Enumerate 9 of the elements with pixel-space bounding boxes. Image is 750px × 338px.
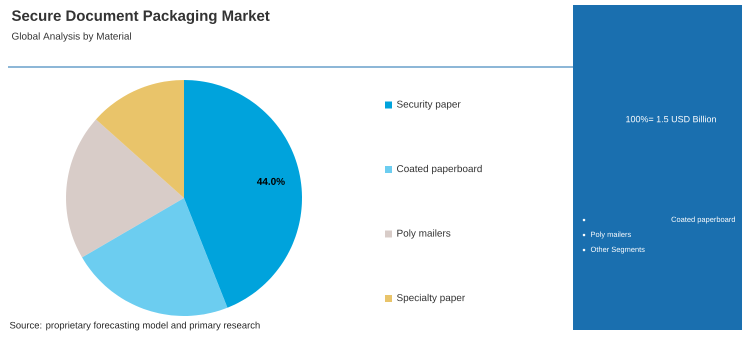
chart-title: Secure Document Packaging Market bbox=[12, 10, 270, 24]
chart-subtitle: Global Analysis by Material bbox=[12, 32, 131, 42]
data-label: 44.0% bbox=[256, 178, 285, 185]
source-note: Source: proprietary forecasting model and primary research bbox=[10, 322, 260, 330]
legend-label: Poly mailers bbox=[397, 229, 450, 239]
legend-label: Specialty paper bbox=[396, 294, 466, 304]
legend-label: Coated paperboard bbox=[397, 164, 482, 174]
text: 100%= 1.5 USD Billion bbox=[626, 116, 716, 122]
legend-label: Security paper bbox=[396, 100, 461, 110]
